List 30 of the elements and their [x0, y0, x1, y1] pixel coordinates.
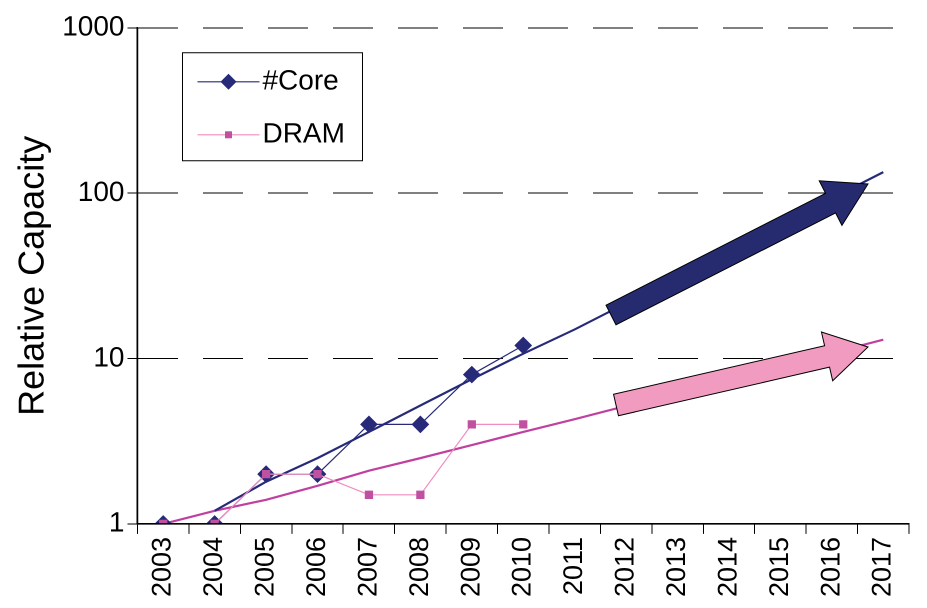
y-tick-label: 10 [93, 341, 124, 372]
y-tick-label: 100 [78, 176, 124, 207]
x-tick-label: 2014 [712, 536, 742, 598]
x-tick-label: 2003 [146, 536, 177, 598]
x-tick-label: 2013 [661, 536, 692, 598]
x-tick-label: 2004 [198, 536, 228, 598]
point [463, 366, 480, 384]
point [416, 490, 425, 499]
x-tick-label: 2006 [300, 536, 331, 598]
x-tick-label: 2015 [764, 536, 794, 598]
y-tick-label: 1000 [62, 10, 124, 42]
y-tick-label: 1 [108, 506, 124, 538]
y-axis-title: Relative Capacity [10, 136, 52, 416]
x-tick-label: 2016 [815, 536, 846, 598]
point [468, 420, 476, 429]
x-tick-label: 2005 [250, 536, 280, 598]
x-tick-label: 2008 [404, 536, 434, 598]
point [360, 416, 378, 433]
x-tick-label: 2012 [610, 536, 640, 598]
legend-label: DRAM [262, 118, 345, 149]
x-tick-label: 2011 [558, 536, 588, 595]
point [364, 490, 374, 499]
point [412, 416, 429, 433]
x-tick-label: 2010 [506, 536, 537, 598]
x-tick-label: 2009 [455, 536, 486, 598]
x-tick-label: 2017 [866, 536, 897, 598]
x-tick-label: 2007 [352, 536, 382, 598]
point [514, 336, 532, 354]
legend-label: #Core [262, 64, 339, 96]
point [519, 420, 528, 429]
